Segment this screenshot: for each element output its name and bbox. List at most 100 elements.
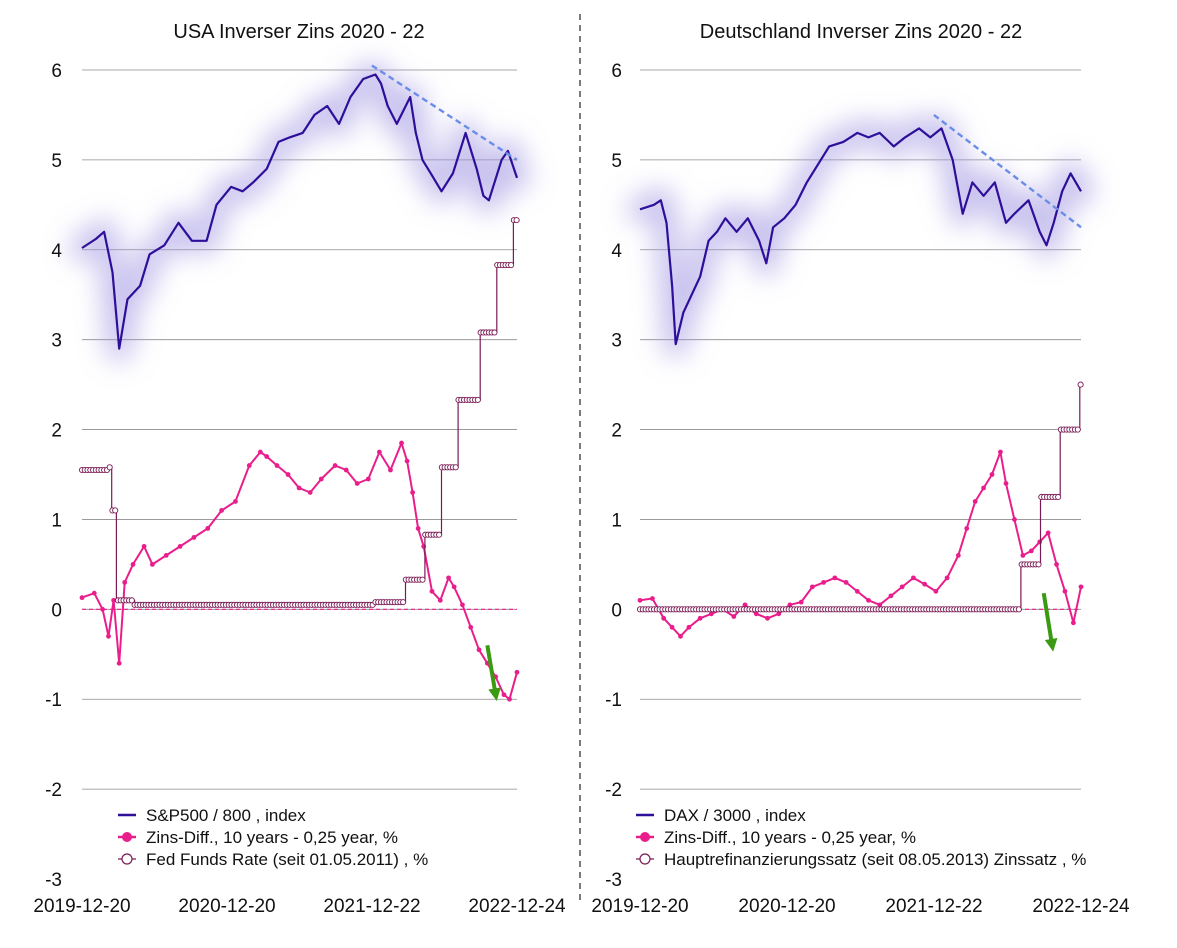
yield-spread-point xyxy=(501,692,507,698)
policy-rate-point xyxy=(474,396,481,403)
yield-spread-point xyxy=(877,602,883,608)
germany-y-tick: -2 xyxy=(605,780,622,801)
usa-y-tick: 4 xyxy=(51,241,62,262)
yield-spread-point xyxy=(122,579,128,585)
policy-rate-point xyxy=(400,599,407,606)
yield-spread-point xyxy=(753,611,759,617)
yield-spread-point xyxy=(1003,481,1009,486)
usa-y-tick: 3 xyxy=(51,331,62,352)
series-line-index xyxy=(639,127,1082,346)
usa-y-tick: -1 xyxy=(45,690,62,711)
yield-spread-point xyxy=(832,575,838,581)
yield-spread-point xyxy=(866,597,871,603)
index-glow-band xyxy=(627,115,1094,358)
germany-y-tick: 2 xyxy=(611,421,622,442)
yield-spread-point xyxy=(933,588,939,594)
yield-spread-point xyxy=(854,588,860,594)
yield-spread-point xyxy=(922,581,928,587)
yield-spread-point xyxy=(1054,561,1059,567)
yield-spread-point xyxy=(731,614,737,619)
yield-spread-point xyxy=(888,593,894,599)
policy-rate-point xyxy=(491,329,498,336)
yield-spread-point xyxy=(955,553,961,558)
yield-spread-point xyxy=(354,481,360,486)
policy-rate-point xyxy=(1015,606,1022,613)
germany-series xyxy=(636,113,1084,652)
germany-x-axis-ticks: 2019-12-20 2020-12-20 2021-12-22 2022-12… xyxy=(591,896,1130,917)
usa-x-tick: 2020-12-20 xyxy=(178,896,275,917)
yield-spread-point xyxy=(233,499,238,504)
series-line-policy-rate xyxy=(640,384,1081,610)
yield-spread-point xyxy=(191,535,197,540)
usa-x-axis-ticks: 2019-12-20 2020-12-20 2021-12-22 2022-12… xyxy=(33,896,566,917)
yield-spread-point xyxy=(100,606,105,612)
germany-y-tick: 4 xyxy=(611,241,622,262)
legend-open-marker xyxy=(639,853,651,865)
annotation-arrow xyxy=(485,644,501,702)
yield-spread-point xyxy=(106,633,111,639)
germany-index-glow xyxy=(627,115,1094,358)
usa-chart-title: USA Inverser Zins 2020 - 22 xyxy=(173,21,424,43)
germany-y-tick: 5 xyxy=(611,151,622,172)
yield-spread-point xyxy=(972,499,978,504)
usa-legend: S&P500 / 800 , index Zins-Diff., 10 year… xyxy=(118,806,428,869)
yield-spread-point xyxy=(742,602,748,608)
yield-spread-point xyxy=(708,611,714,617)
yield-spread-point xyxy=(264,454,270,459)
yield-spread-point xyxy=(787,602,793,608)
policy-rate-point xyxy=(106,464,113,471)
usa-y-tick: 6 xyxy=(51,61,62,82)
usa-y-tick: 5 xyxy=(51,151,62,172)
germany-y-tick: 6 xyxy=(611,61,622,82)
usa-x-tick: 2019-12-20 xyxy=(33,896,130,917)
legend-filled-marker xyxy=(640,832,650,842)
yield-spread-point xyxy=(468,624,474,630)
yield-spread-point xyxy=(141,544,147,549)
policy-rate-point xyxy=(1055,493,1062,501)
germany-x-tick: 2020-12-20 xyxy=(738,896,835,917)
yield-spread-point xyxy=(149,561,155,567)
yield-spread-point xyxy=(821,579,827,585)
yield-spread-point xyxy=(776,611,782,617)
germany-x-tick: 2021-12-22 xyxy=(885,896,982,917)
yield-spread-point xyxy=(809,584,815,590)
yield-spread-point xyxy=(404,458,410,464)
legend-label-dax: DAX / 3000 , index xyxy=(664,806,806,825)
germany-y-tick: 3 xyxy=(611,331,622,352)
yield-spread-point xyxy=(686,624,692,630)
yield-spread-point xyxy=(899,584,905,590)
policy-rate-point xyxy=(452,464,459,471)
yield-spread-point xyxy=(678,633,683,639)
yield-spread-point xyxy=(1020,553,1026,558)
yield-spread-point xyxy=(765,615,770,621)
yield-spread-point xyxy=(697,615,703,621)
yield-spread-point xyxy=(1078,584,1084,590)
yield-spread-point xyxy=(507,696,512,702)
yield-spread-point xyxy=(1012,517,1017,522)
yield-spread-point xyxy=(451,584,457,590)
yield-spread-point xyxy=(911,575,916,581)
yield-spread-point xyxy=(285,472,291,477)
policy-rate-point xyxy=(1035,561,1042,568)
usa-y-tick: -2 xyxy=(45,780,62,801)
yield-spread-point xyxy=(989,472,995,477)
usa-x-tick: 2022-12-24 xyxy=(468,896,566,917)
yield-spread-point xyxy=(637,597,643,603)
policy-rate-point xyxy=(128,597,135,604)
yield-spread-point xyxy=(944,575,950,581)
germany-x-tick: 2022-12-24 xyxy=(1032,896,1130,917)
germany-chart-panel: Deutschland Inverser Zins 2020 - 22 6 5 … xyxy=(591,21,1130,917)
usa-chart-panel: USA Inverser Zins 2020 - 22 6 5 4 3 2 1 … xyxy=(33,21,566,917)
usa-y-tick: 1 xyxy=(51,510,62,531)
yield-spread-point xyxy=(343,467,349,473)
yield-spread-point xyxy=(1062,588,1068,594)
yield-spread-point xyxy=(669,624,675,630)
yield-spread-point xyxy=(650,596,655,601)
yield-spread-point xyxy=(415,526,421,531)
policy-rate-point xyxy=(513,217,520,224)
usa-grid xyxy=(82,69,517,790)
usa-index-glow xyxy=(69,61,530,362)
usa-x-tick: 2021-12-22 xyxy=(323,896,420,917)
yield-spread-point xyxy=(116,660,122,666)
